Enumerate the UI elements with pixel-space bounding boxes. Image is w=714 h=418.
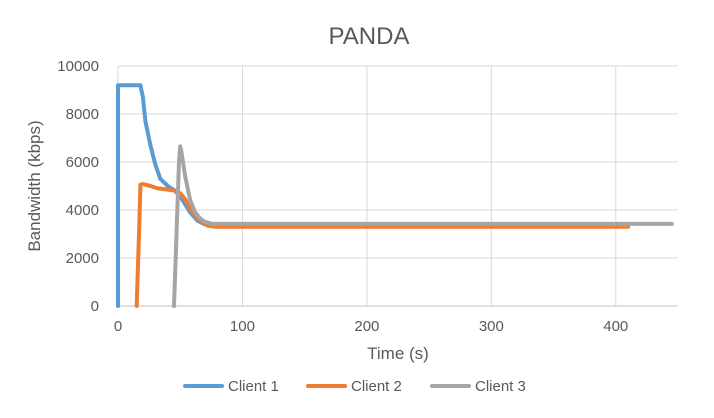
x-axis-label: Time (s) (367, 344, 429, 363)
y-tick-label: 8000 (66, 106, 99, 123)
y-tick-label: 2000 (66, 250, 99, 267)
series-line-2 (134, 182, 631, 308)
legend-label-1: Client 1 (228, 378, 279, 395)
y-tick-label: 6000 (66, 154, 99, 171)
legend: Client 1 Client 2 Client 3 (183, 378, 526, 395)
chart-title: PANDA (329, 23, 410, 50)
series-lines (116, 83, 674, 308)
y-tick-label: 4000 (66, 202, 99, 219)
x-tick-label: 200 (354, 318, 379, 335)
gridlines (117, 65, 678, 307)
legend-label-3: Client 3 (475, 378, 526, 395)
x-tick-label: 0 (114, 318, 122, 335)
y-tick-label: 10000 (57, 58, 99, 75)
x-tick-label: 100 (230, 318, 255, 335)
legend-label-2: Client 2 (351, 378, 402, 395)
y-tick-label: 0 (91, 298, 99, 315)
x-tick-label: 400 (603, 318, 628, 335)
y-axis-label: Bandwidth (kbps) (25, 120, 44, 251)
tick-labels: 0 2000 4000 6000 8000 10000 0 100 200 300 400 (57, 58, 628, 335)
x-tick-label: 300 (479, 318, 504, 335)
series-line-3 (172, 144, 674, 308)
